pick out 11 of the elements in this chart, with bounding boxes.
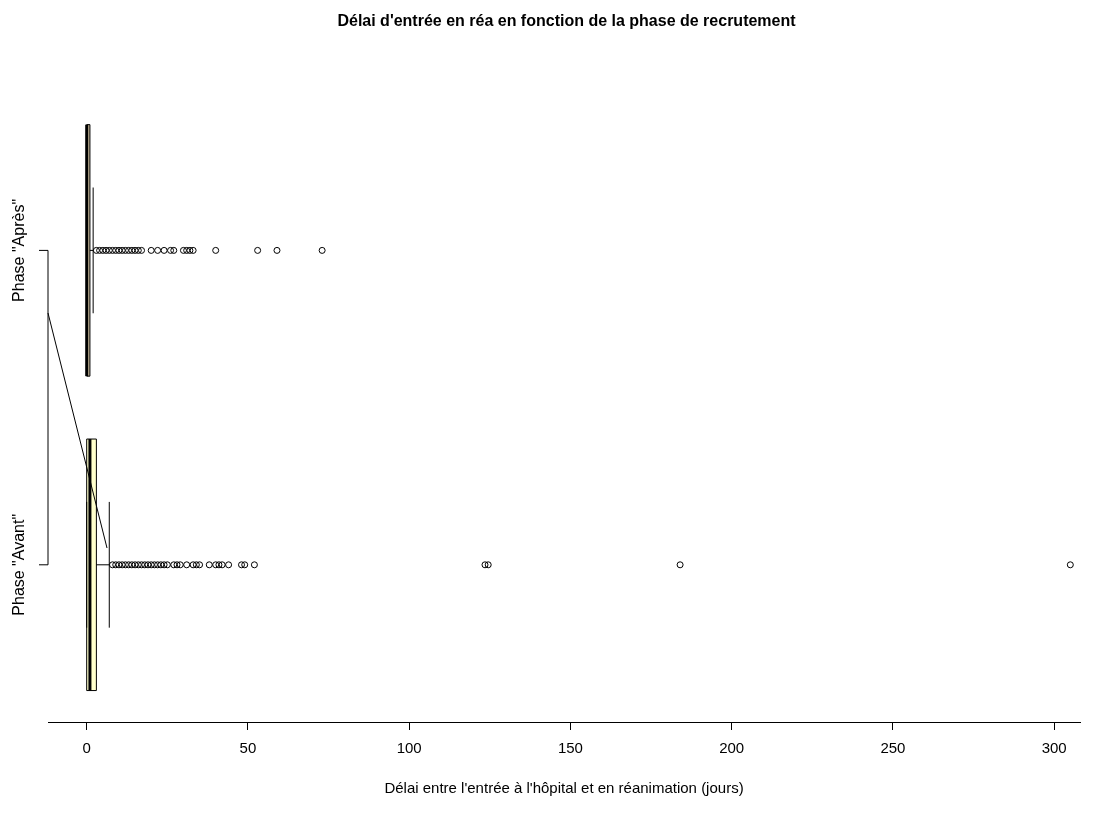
- x-axis-title: Délai entre l'entrée à l'hôpital et en réanimation (jours): [384, 779, 744, 797]
- x-tick-label: 250: [880, 739, 906, 757]
- x-tick-label: 150: [557, 739, 583, 757]
- y-tick-label: Phase "Après": [10, 198, 28, 302]
- x-tick-label: 100: [396, 739, 422, 757]
- x-tick-label: 200: [719, 739, 745, 757]
- y-tick-label: Phase "Avant": [10, 513, 28, 616]
- x-tick-label: 0: [82, 739, 91, 757]
- x-tick-label: 50: [239, 739, 257, 757]
- chart-title: Délai d'entrée en réa en fonction de la phase de recrutement: [337, 12, 797, 30]
- x-tick-label: 300: [1041, 739, 1067, 757]
